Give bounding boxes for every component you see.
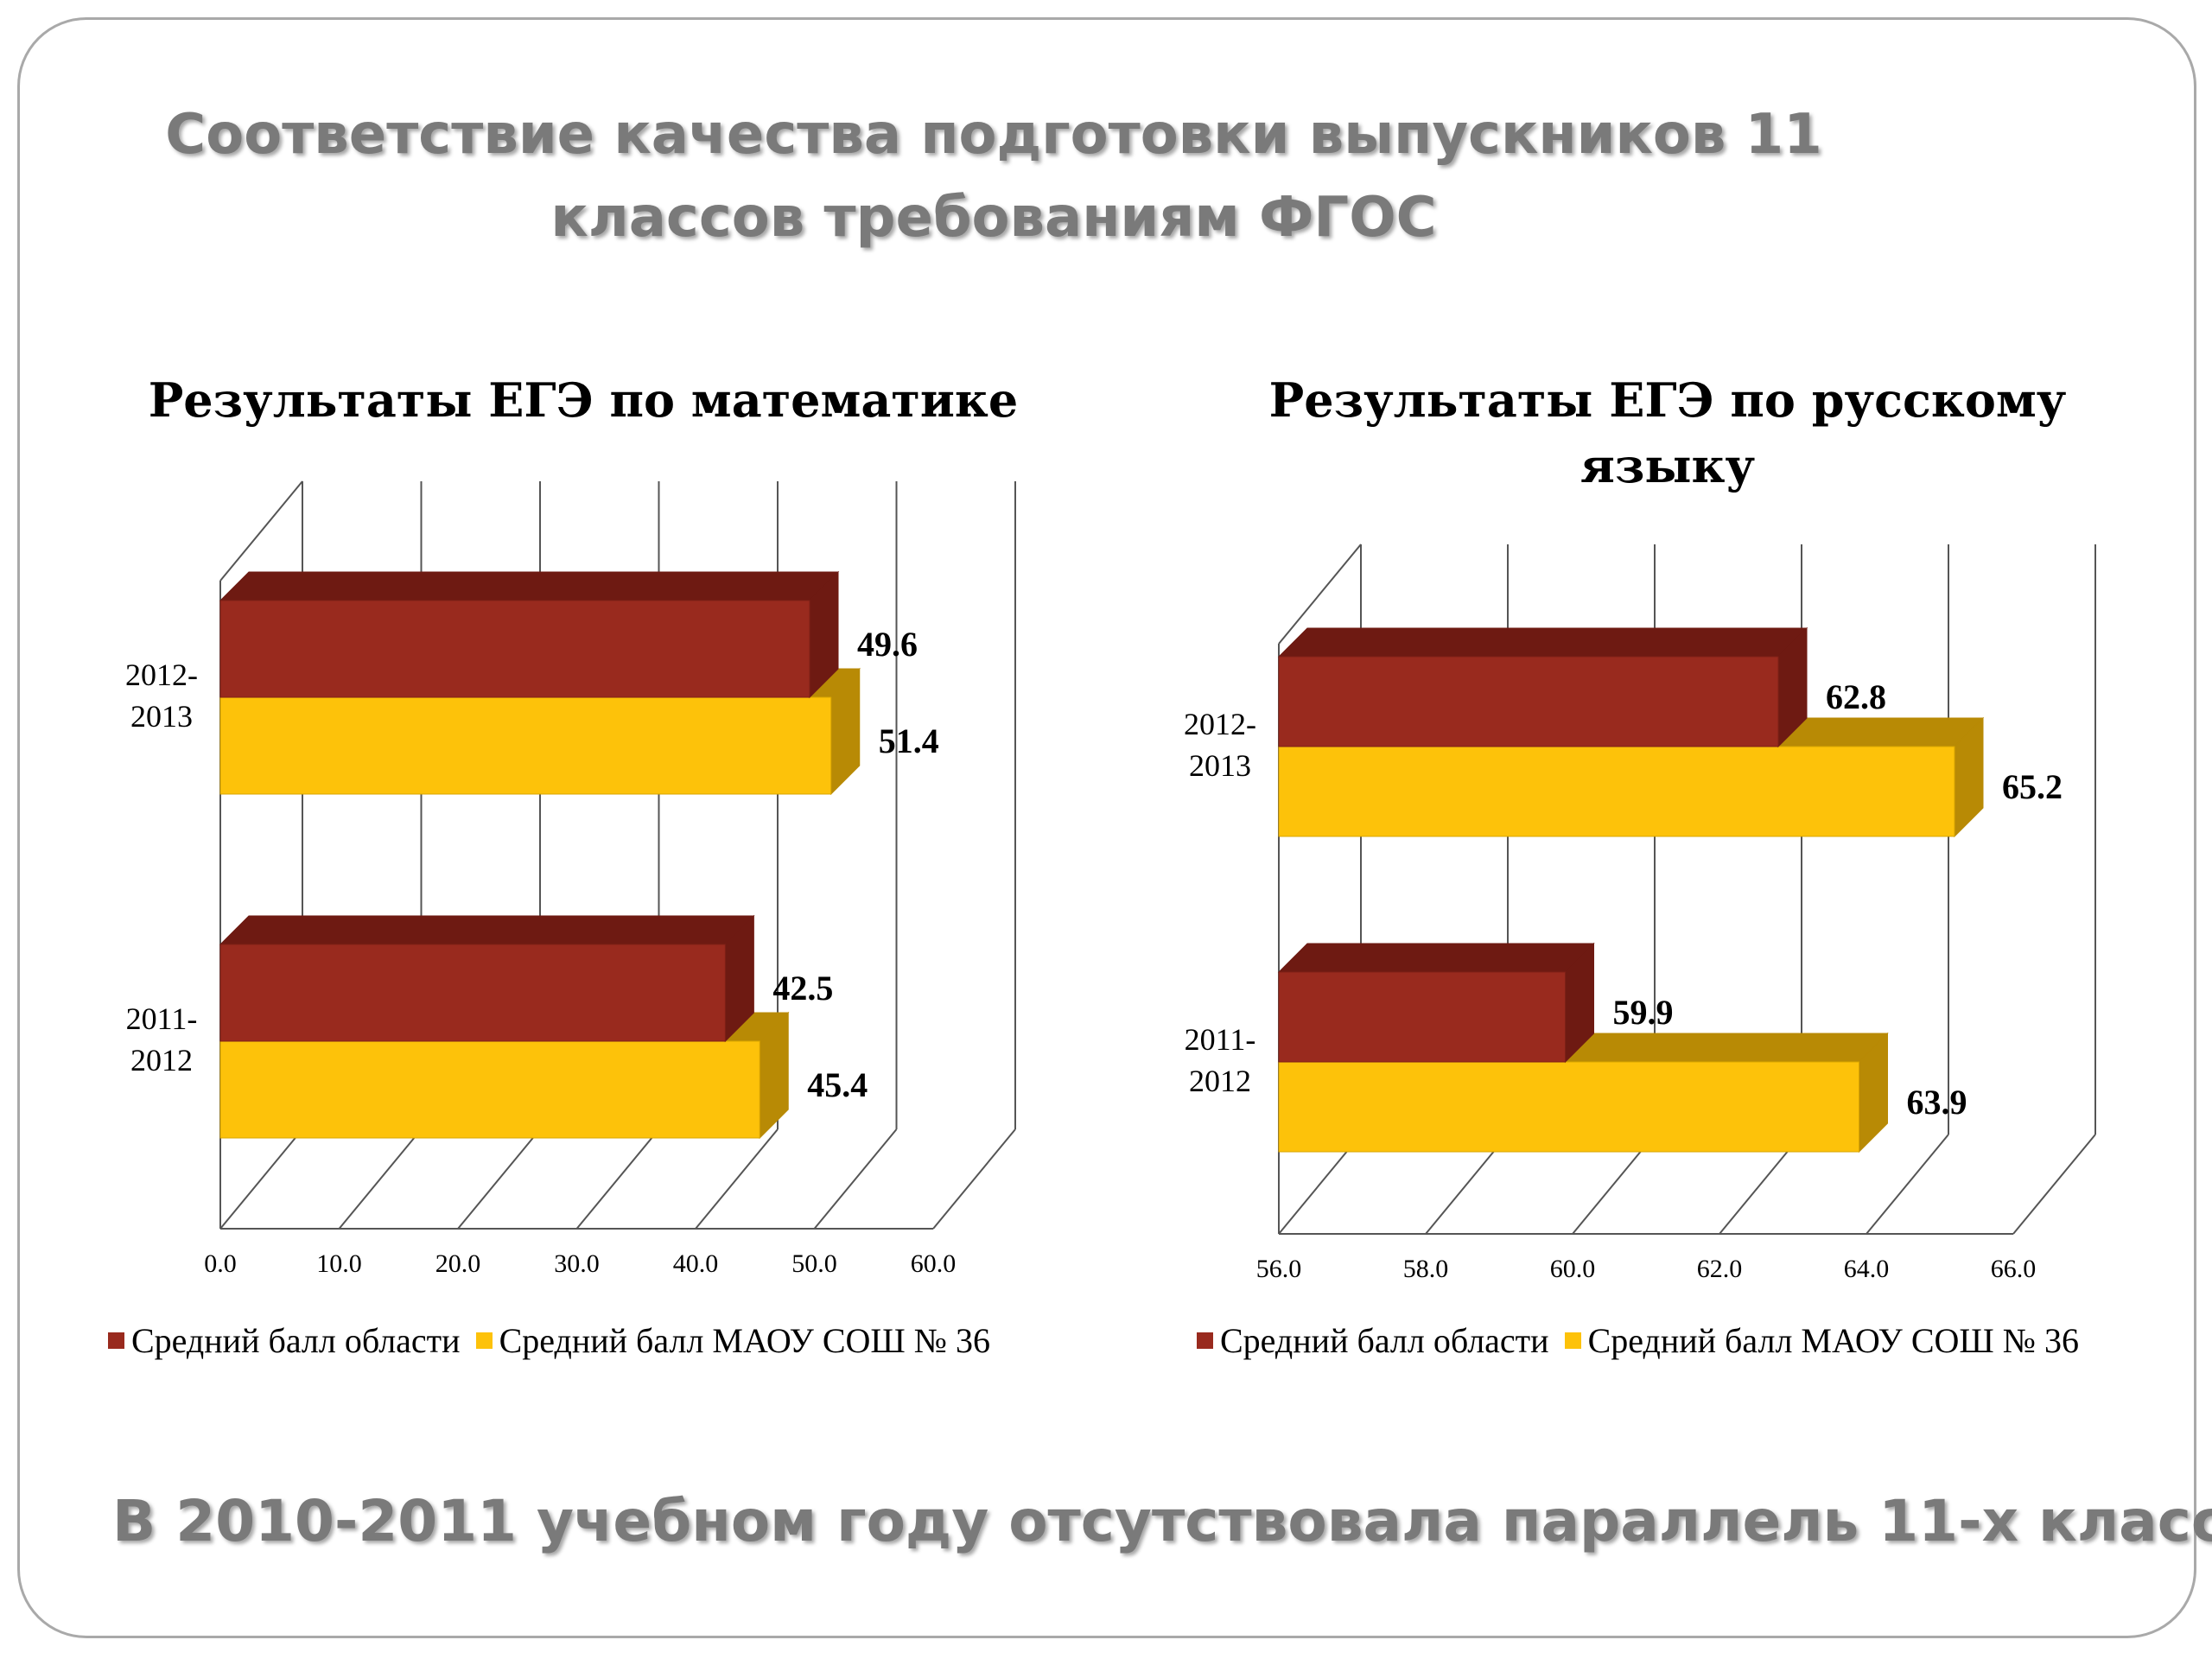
data-label-region: 62.8 — [1826, 677, 1886, 716]
floor-gridline — [813, 1128, 898, 1230]
x-tick-label: 56.0 — [1256, 1255, 1302, 1283]
legend-russian: Средний балл области Средний балл МАОУ С… — [1197, 1320, 2094, 1361]
category-label: 2012- — [1184, 707, 1256, 741]
chart-title-math: Результаты ЕГЭ по математике — [148, 372, 1019, 428]
category-label: 2012 — [130, 1043, 193, 1077]
x-tick-label: 60.0 — [1550, 1255, 1596, 1283]
data-label-region: 59.9 — [1613, 993, 1674, 1032]
bar-top-region — [1277, 627, 1808, 658]
bar-school — [1278, 1061, 1859, 1153]
floor-gridline — [575, 1128, 660, 1230]
bar-region — [219, 944, 726, 1042]
legend-label-school: Средний балл МАОУ СОШ № 36 — [1587, 1321, 2079, 1360]
category-label: 2011- — [1185, 1022, 1256, 1057]
category-label: 2012- — [125, 658, 198, 692]
bar-region — [219, 600, 810, 698]
data-label-school: 63.9 — [1907, 1083, 1967, 1122]
legend-swatch-region — [1197, 1332, 1213, 1349]
legend-item-region: Средний балл области — [108, 1320, 461, 1361]
category-label: 2012 — [1189, 1064, 1251, 1098]
bar-top-region — [1277, 943, 1595, 973]
bar-school — [1278, 746, 1955, 837]
legend-swatch-school — [475, 1332, 493, 1349]
category-label: 2013 — [130, 699, 193, 734]
x-tick-label: 30.0 — [554, 1249, 600, 1278]
floor-gridline — [932, 1128, 1016, 1230]
floor-gridline — [457, 1128, 541, 1230]
slide-title: Соответствие качества подготовки выпускн… — [165, 103, 1822, 250]
data-label-region: 49.6 — [857, 625, 918, 664]
floor-gridline — [219, 1128, 303, 1230]
x-tick-label: 10.0 — [316, 1249, 362, 1278]
side-wall-top-edge — [219, 480, 303, 582]
x-tick-label: 20.0 — [435, 1249, 481, 1278]
category-label: 2011- — [126, 1001, 198, 1036]
legend-math: Средний балл области Средний балл МАОУ С… — [108, 1320, 1006, 1361]
legend-label-region: Средний балл области — [131, 1321, 461, 1360]
floor-gridline — [1866, 1134, 1949, 1235]
legend-label-school: Средний балл МАОУ СОШ № 36 — [499, 1321, 990, 1360]
legend-item-school: Средний балл МАОУ СОШ № 36 — [1564, 1320, 2079, 1361]
legend-item-region: Средний балл области — [1197, 1320, 1549, 1361]
x-tick-label: 62.0 — [1697, 1255, 1743, 1283]
footer-note: В 2010-2011 учебном году отсутствовала п… — [112, 1488, 2212, 1554]
floor-gridline — [2012, 1134, 2096, 1235]
legend-item-school: Средний балл МАОУ СОШ № 36 — [475, 1320, 990, 1361]
legend-swatch-region — [108, 1332, 124, 1349]
legend-label-region: Средний балл области — [1220, 1321, 1549, 1360]
x-tick-label: 64.0 — [1844, 1255, 1890, 1283]
data-label-school: 45.4 — [807, 1065, 868, 1104]
x-tick-label: 40.0 — [673, 1249, 719, 1278]
data-label-school: 65.2 — [2002, 767, 2063, 806]
chart-title-russian: Результаты ЕГЭ по русскому языку — [1268, 372, 2067, 493]
x-tick-label: 0.0 — [204, 1249, 237, 1278]
bar-school — [219, 696, 832, 795]
bar-region — [1278, 971, 1566, 1063]
data-label-school: 51.4 — [879, 721, 939, 760]
x-tick-label: 60.0 — [911, 1249, 957, 1278]
x-tick-label: 50.0 — [791, 1249, 837, 1278]
bar-region — [1278, 656, 1779, 747]
bar-school — [219, 1040, 760, 1139]
data-label-region: 42.5 — [772, 969, 833, 1007]
category-label: 2013 — [1189, 748, 1251, 783]
floor-gridline — [695, 1128, 779, 1230]
x-tick-label: 66.0 — [1991, 1255, 2037, 1283]
floor-gridline — [338, 1128, 423, 1230]
side-wall-top-edge — [1278, 543, 1362, 645]
legend-swatch-school — [1564, 1332, 1581, 1349]
x-tick-label: 58.0 — [1403, 1255, 1449, 1283]
